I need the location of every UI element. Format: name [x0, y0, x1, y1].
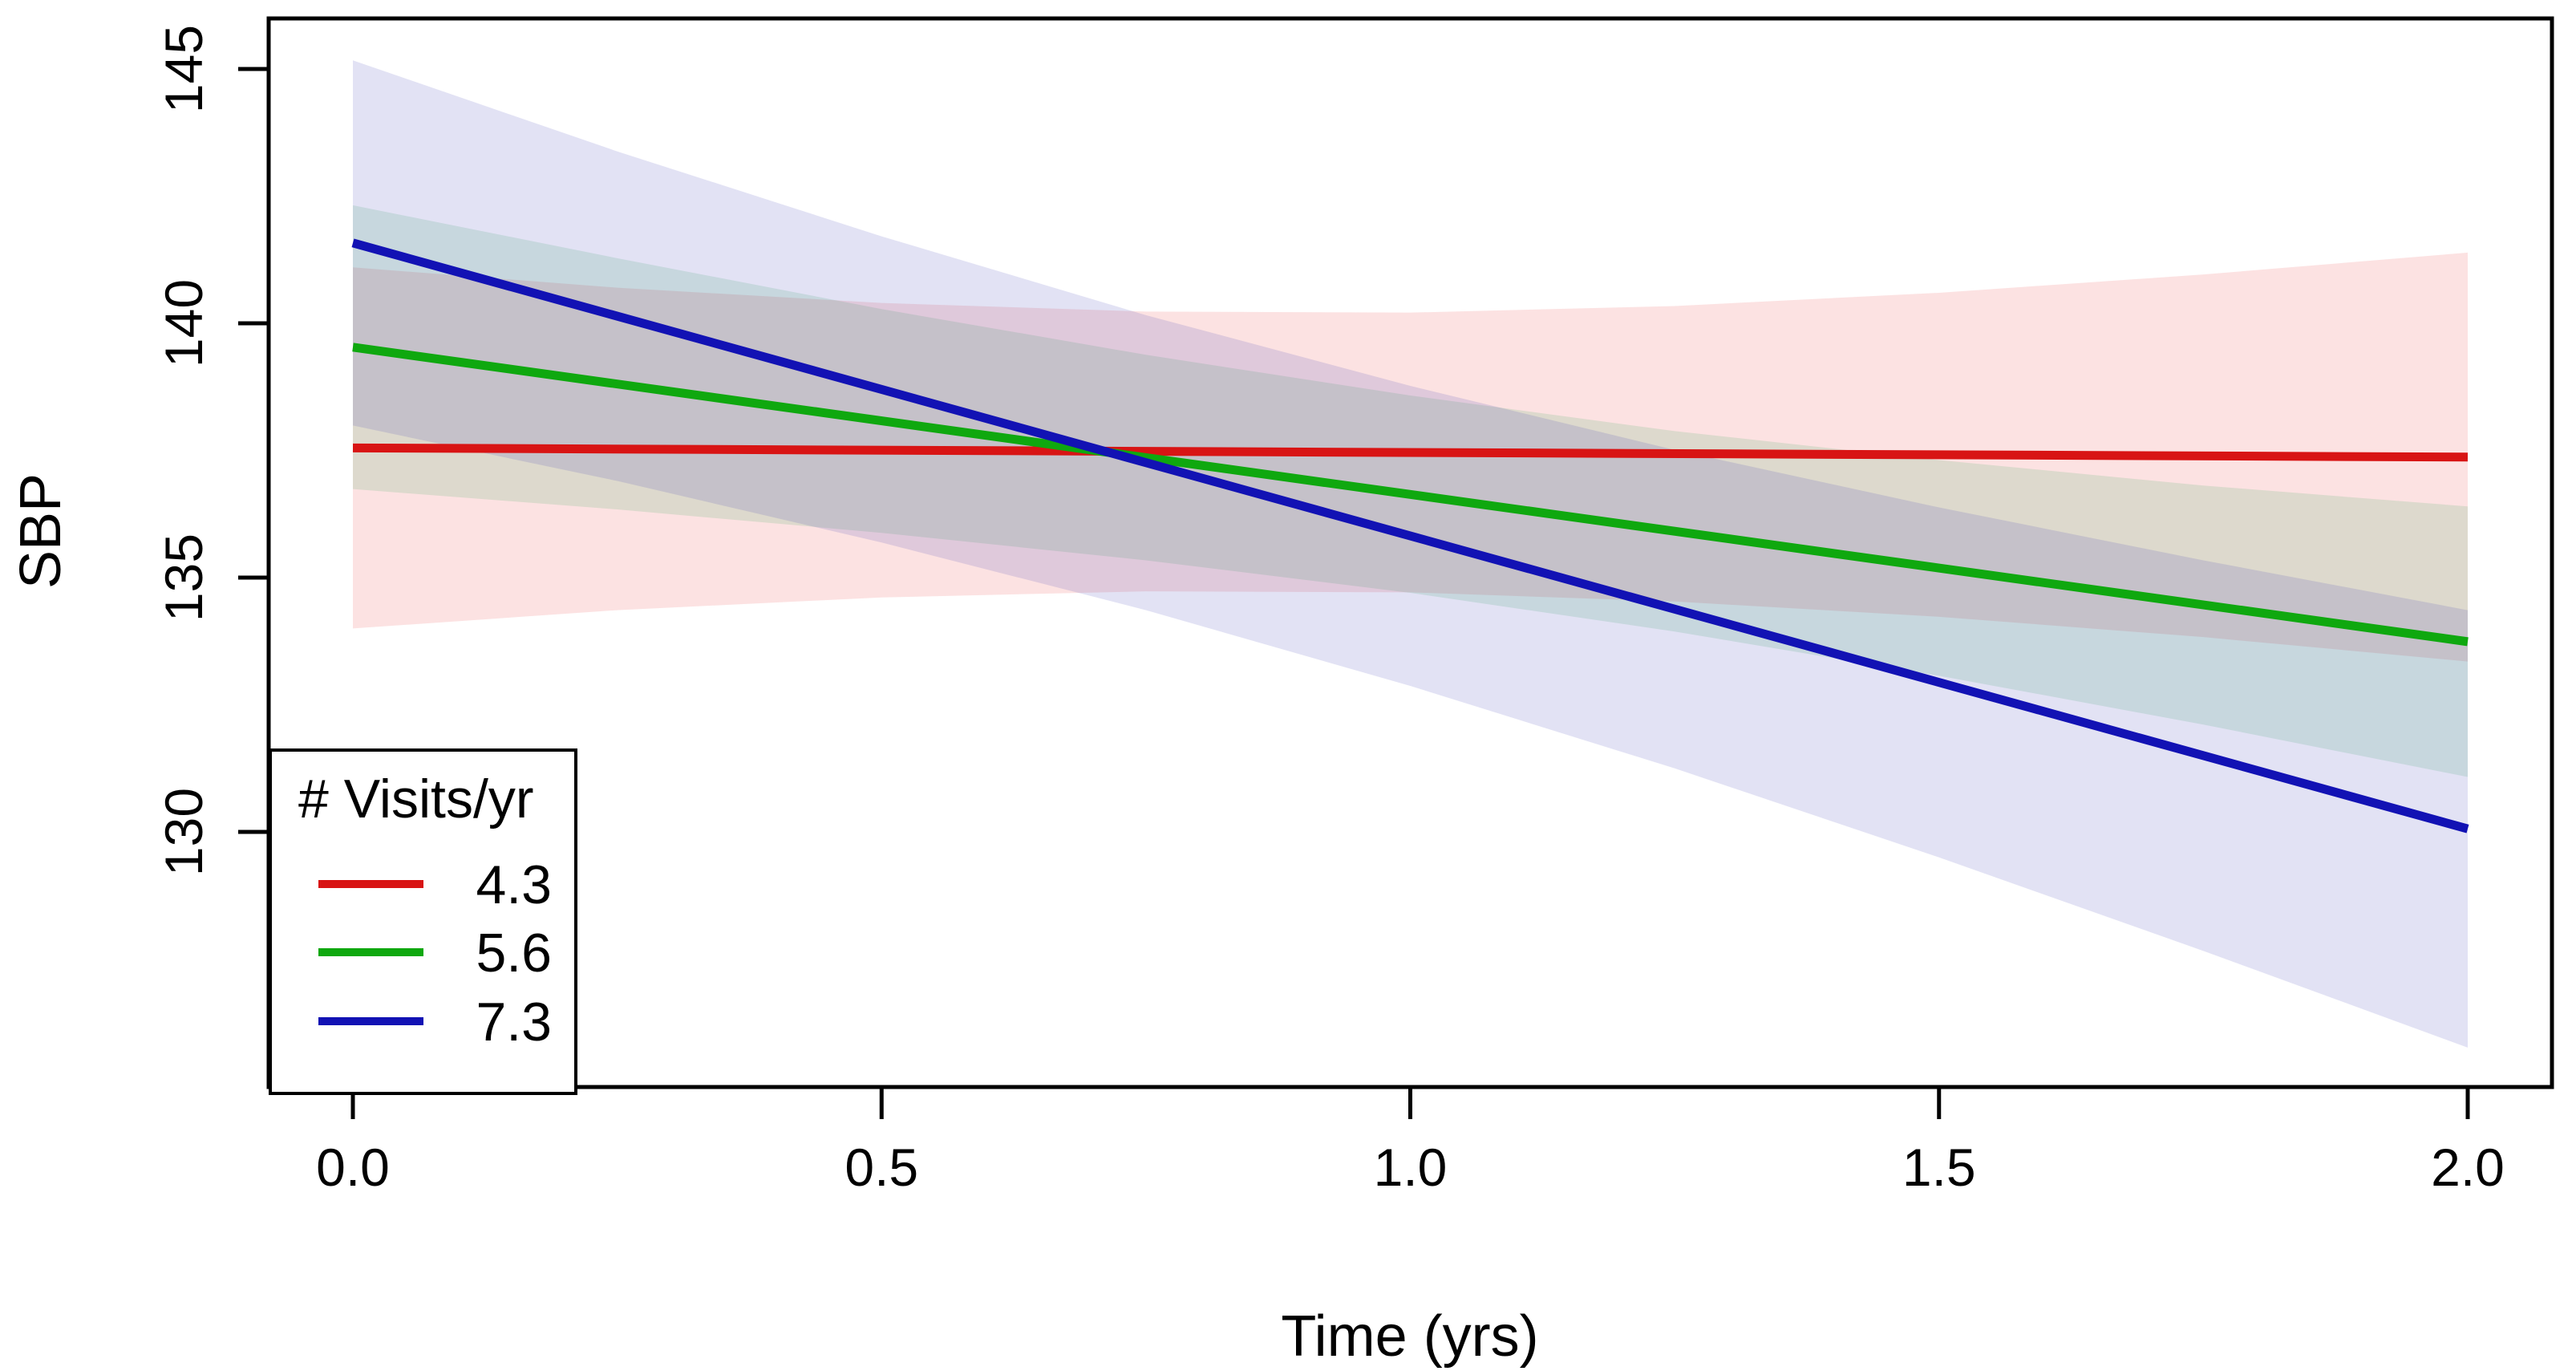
legend-entries: 4.3 5.6 7.3: [318, 854, 552, 1053]
y-tick-label: 145: [154, 25, 213, 113]
x-tick-label: 2.0: [2431, 1138, 2505, 1197]
legend-label-4.3: 4.3: [476, 854, 552, 915]
x-tick-label: 0.0: [316, 1138, 390, 1197]
y-axis: 130 135 140 145: [154, 25, 269, 876]
y-tick-label: 135: [154, 533, 213, 622]
regression-line-7.3: [351, 238, 2469, 834]
x-tick-label: 0.5: [844, 1138, 918, 1197]
regression-line-4.3: [352, 443, 2469, 462]
legend-box: [269, 748, 577, 1095]
legend-title: # Visits/yr: [298, 769, 533, 829]
y-axis-title: SBP: [9, 473, 73, 589]
confidence-bands: [353, 60, 2468, 1048]
regression-lines: [351, 238, 2469, 834]
confidence-band-7.3: [353, 60, 2468, 1048]
x-tick-label: 1.0: [1374, 1138, 1448, 1197]
x-axis: 0.0 0.5 1.0 1.5 2.0: [316, 1087, 2505, 1197]
legend-label-5.6: 5.6: [476, 923, 552, 984]
confidence-band-4.3: [353, 252, 2468, 662]
legend: # Visits/yr 4.3 5.6 7.3: [269, 748, 577, 1095]
x-axis-title: Time (yrs): [1281, 1304, 1538, 1369]
legend-label-7.3: 7.3: [476, 992, 552, 1053]
x-tick-label: 1.5: [1902, 1138, 1976, 1197]
regression-line-5.6: [352, 343, 2469, 647]
y-tick-label: 130: [154, 788, 213, 876]
y-tick-label: 140: [154, 279, 213, 367]
